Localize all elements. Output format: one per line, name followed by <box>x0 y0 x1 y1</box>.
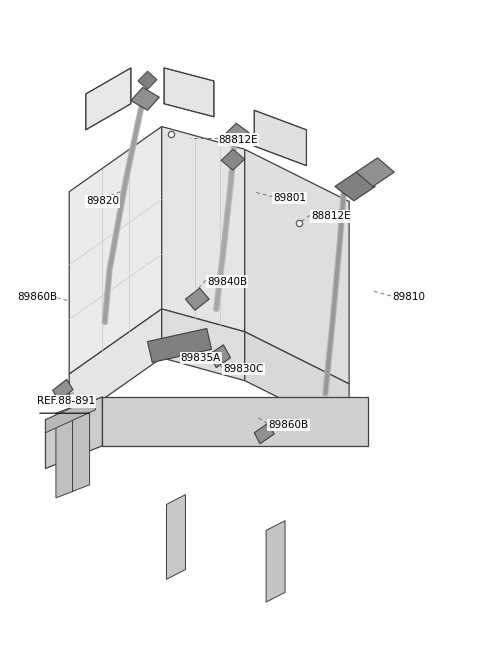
Polygon shape <box>356 158 394 187</box>
Text: REF.88-891: REF.88-891 <box>37 396 95 407</box>
Text: 89830C: 89830C <box>223 364 264 374</box>
Polygon shape <box>147 328 212 363</box>
Polygon shape <box>225 124 250 145</box>
Text: 89820: 89820 <box>86 196 119 206</box>
Text: 88812E: 88812E <box>219 135 258 145</box>
Text: 89840B: 89840B <box>207 277 247 286</box>
Polygon shape <box>209 345 230 367</box>
Polygon shape <box>53 379 73 401</box>
Polygon shape <box>254 110 306 166</box>
Polygon shape <box>162 309 245 380</box>
Text: 88812E: 88812E <box>311 212 351 221</box>
Polygon shape <box>102 397 368 445</box>
Polygon shape <box>245 332 349 433</box>
Polygon shape <box>167 495 185 579</box>
Polygon shape <box>69 127 162 374</box>
Polygon shape <box>185 288 209 310</box>
Text: 89860B: 89860B <box>17 292 57 302</box>
Polygon shape <box>162 127 245 332</box>
Polygon shape <box>69 309 162 423</box>
Polygon shape <box>254 423 274 444</box>
Polygon shape <box>245 149 349 384</box>
Polygon shape <box>46 397 96 433</box>
Polygon shape <box>46 397 102 468</box>
Polygon shape <box>266 521 285 602</box>
Text: 89860B: 89860B <box>268 420 309 430</box>
Text: 89810: 89810 <box>392 292 425 302</box>
Polygon shape <box>56 407 73 498</box>
Polygon shape <box>131 87 159 110</box>
Polygon shape <box>138 71 157 89</box>
Polygon shape <box>221 149 245 170</box>
Polygon shape <box>164 68 214 117</box>
Text: 89801: 89801 <box>273 193 306 203</box>
Text: 89835A: 89835A <box>180 353 221 363</box>
Polygon shape <box>335 172 375 201</box>
Polygon shape <box>86 68 131 130</box>
Polygon shape <box>72 400 90 491</box>
